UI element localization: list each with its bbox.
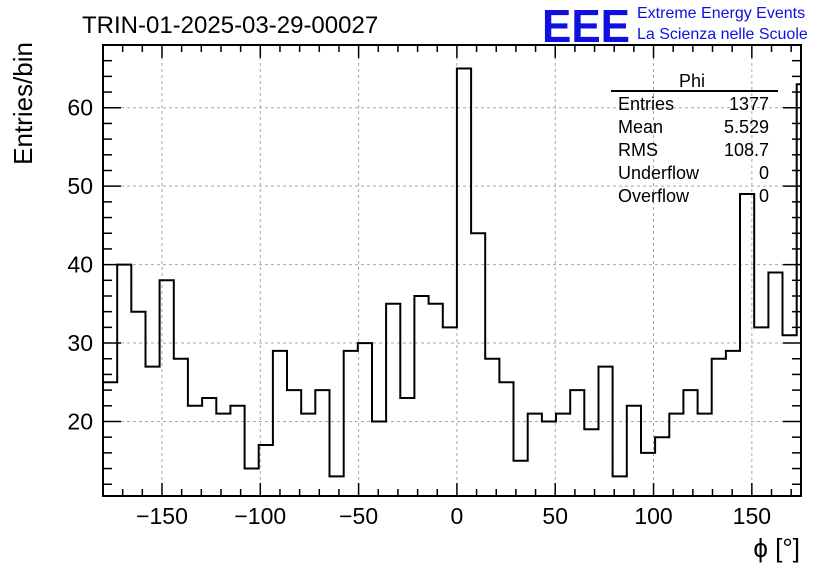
chart-title: TRIN-01-2025-03-29-00027 <box>82 12 378 39</box>
stats-value-mean: 5.529 <box>724 117 769 137</box>
stats-label-underflow: Underflow <box>618 163 700 183</box>
y-tick-label: 20 <box>67 408 93 434</box>
grid-lines <box>103 45 801 496</box>
stats-label-entries: Entries <box>618 94 674 114</box>
x-axis-label: ϕ [°] <box>753 533 800 563</box>
stats-box: Phi Entries 1377 Mean 5.529 RMS 108.7 Un… <box>611 71 778 206</box>
stats-value-underflow: 0 <box>759 163 769 183</box>
y-tick-label: 50 <box>67 173 93 199</box>
y-tick-label: 30 <box>67 330 93 356</box>
plot-frame <box>102 44 802 497</box>
x-tick-label: 50 <box>542 503 568 529</box>
stats-title: Phi <box>679 71 705 91</box>
stats-label-overflow: Overflow <box>618 186 690 206</box>
stats-label-rms: RMS <box>618 140 658 160</box>
y-tick-label: 40 <box>67 252 93 278</box>
stats-value-entries: 1377 <box>729 94 769 114</box>
x-tick-label: −150 <box>136 503 188 529</box>
stats-label-mean: Mean <box>618 117 663 137</box>
eee-logo: EEE <box>542 0 630 52</box>
y-axis-label: Entries/bin <box>8 42 38 165</box>
tick-labels: −150 −100 −50 0 50 100 150 20 30 40 50 60 <box>67 95 771 529</box>
x-tick-label: 0 <box>451 503 464 529</box>
x-tick-label: −50 <box>339 503 378 529</box>
x-tick-label: 100 <box>634 503 672 529</box>
stats-value-overflow: 0 <box>759 186 769 206</box>
axis-ticks <box>102 44 801 496</box>
logo-line-2: La Scienza nelle Scuole <box>637 26 808 43</box>
y-tick-label: 60 <box>67 95 93 121</box>
stats-value-rms: 108.7 <box>724 140 769 160</box>
histogram-series-phi <box>103 67 801 478</box>
logo-line-1: Extreme Energy Events <box>637 5 805 22</box>
x-tick-label: 150 <box>733 503 771 529</box>
x-tick-label: −100 <box>234 503 286 529</box>
